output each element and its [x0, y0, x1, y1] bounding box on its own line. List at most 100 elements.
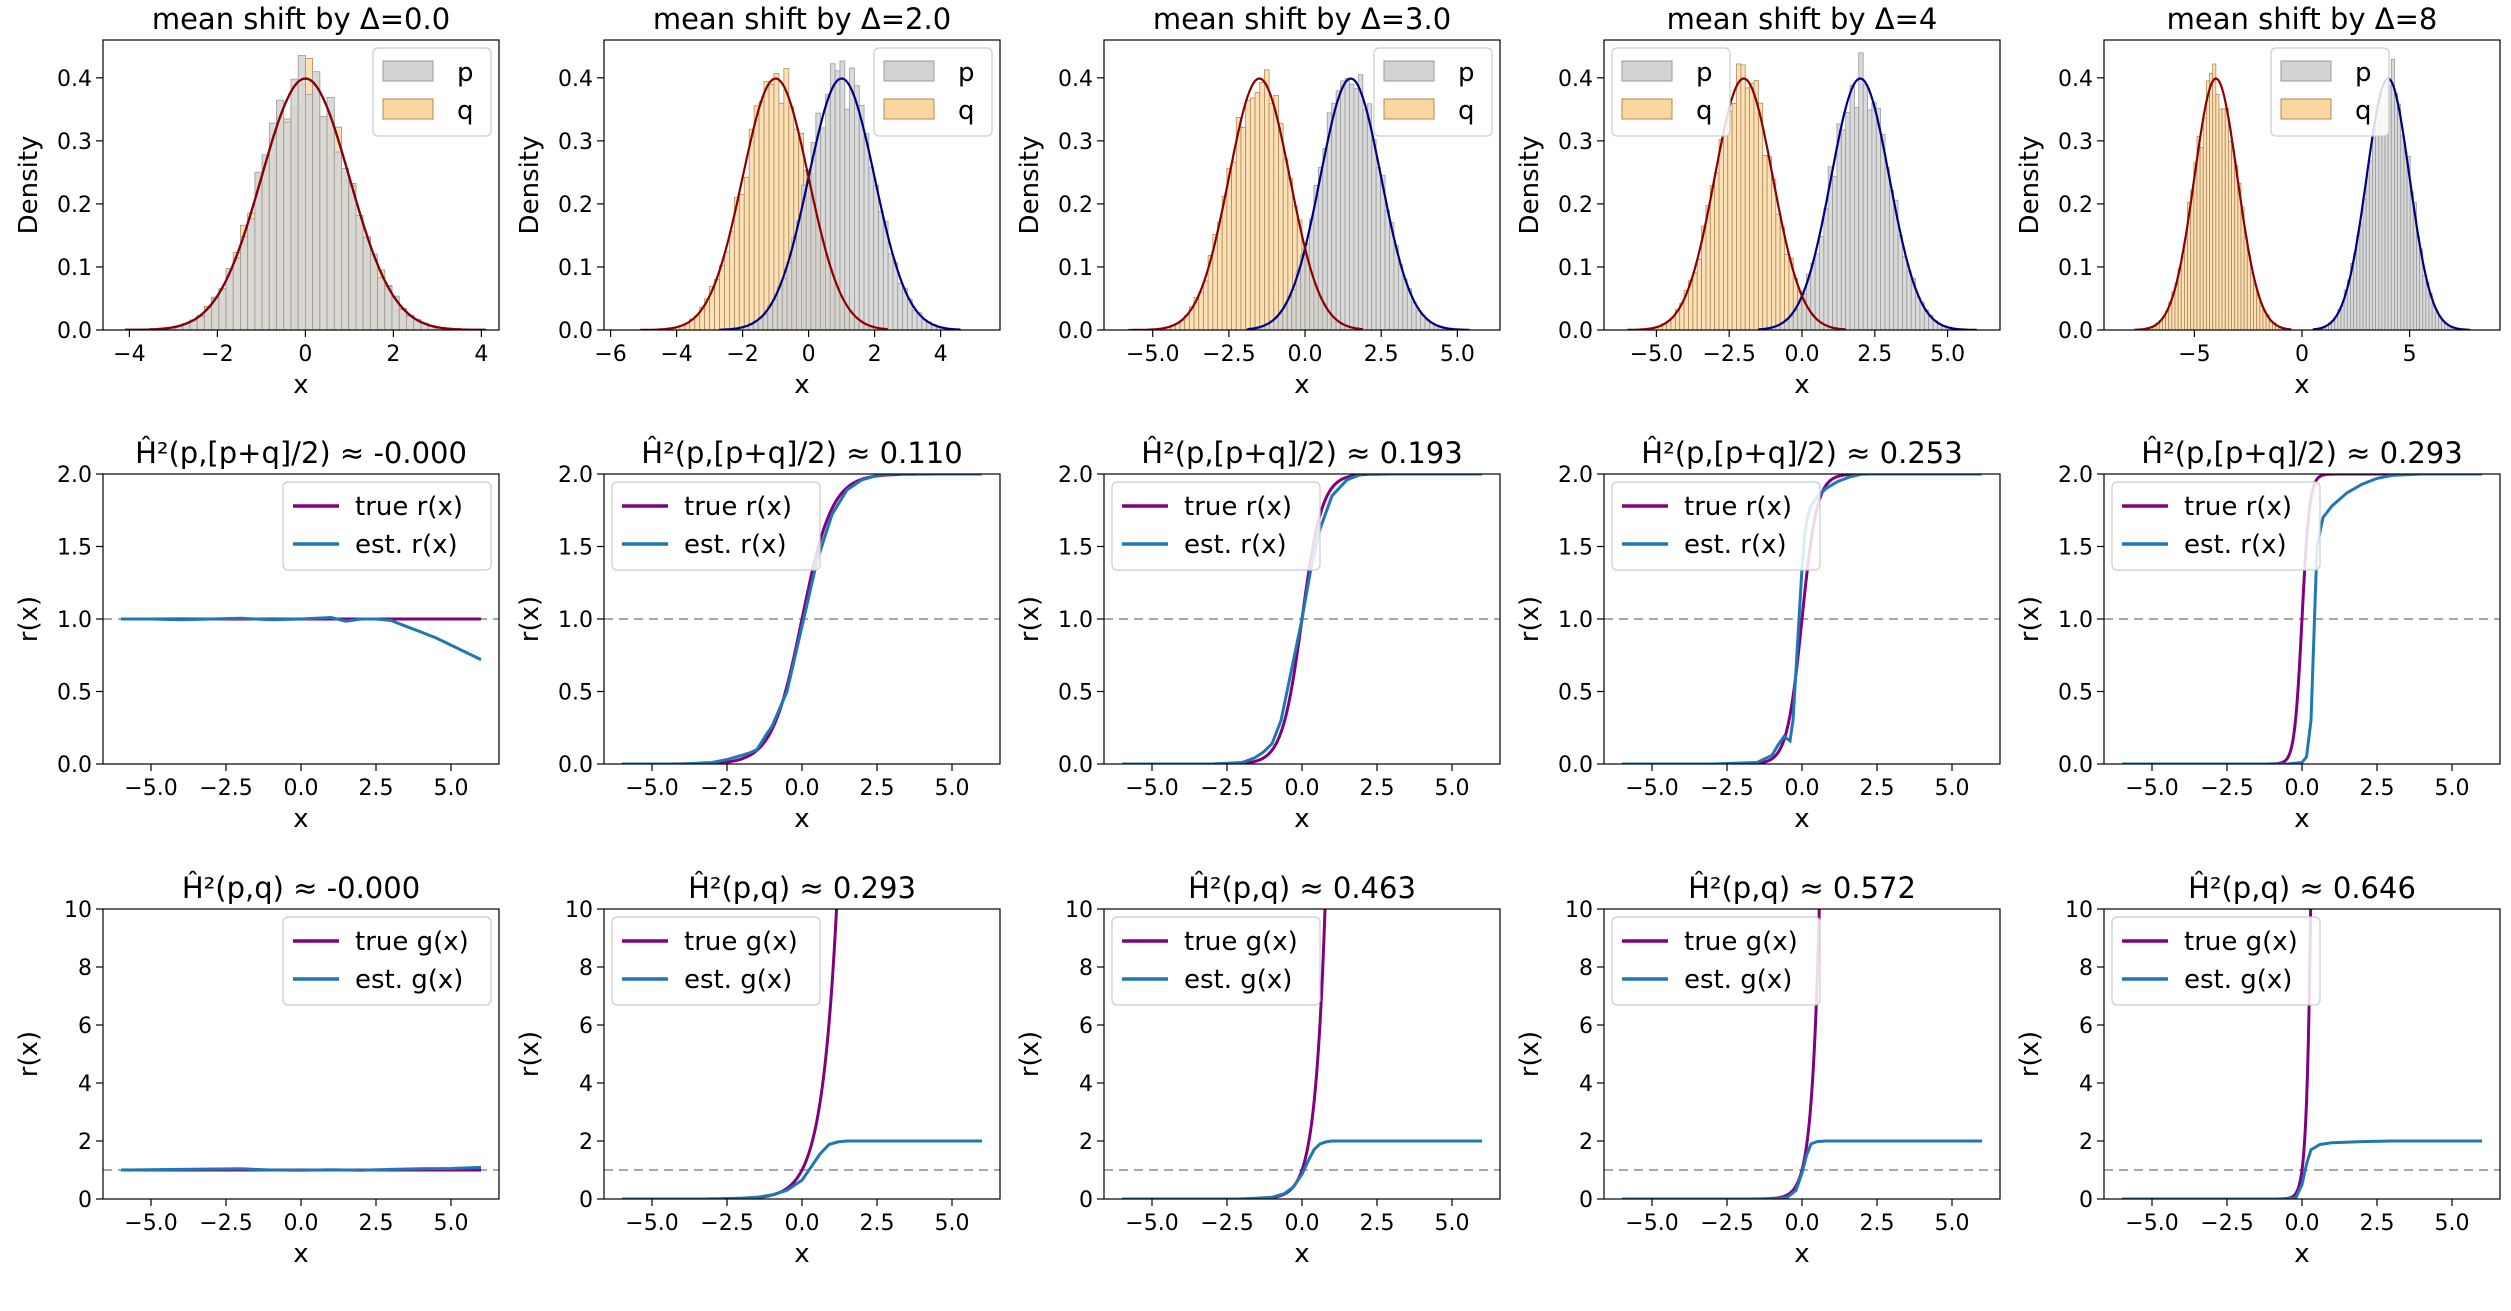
x-tick-label: 5.0: [2435, 1211, 2470, 1236]
y-tick-label: 1.5: [558, 536, 593, 561]
legend: true g(x) est. g(x): [1111, 916, 1321, 1006]
histogram-bar-p: [868, 166, 875, 330]
legend: true r(x) est. r(x): [1611, 481, 1821, 571]
estimated-curve: [2122, 474, 2482, 764]
x-tick-label: 2.5: [1360, 776, 1395, 801]
x-tick-label: 0.0: [1785, 1211, 1820, 1236]
x-axis-label: x: [794, 370, 809, 400]
subplot-2-2: −5.0 −2.5 0.0 2.5 5.0 0 2 4 6 8 10 Ĥ²(p,q) ≈ 0.463 x…: [1015, 871, 1501, 1269]
x-tick-label: 5.0: [1935, 776, 1970, 801]
x-tick-label: −2.5: [700, 1211, 753, 1236]
histogram-bar-q: [1268, 103, 1275, 330]
histogram-bar-p: [1880, 134, 1886, 330]
estimated-curve: [1122, 1139, 1482, 1199]
legend-label: est. r(x): [1684, 530, 1787, 560]
histogram-bar-p: [283, 121, 292, 330]
legend-box: [2111, 481, 2321, 571]
plot-area: [1604, 909, 2000, 1199]
histogram-bar-q: [714, 278, 720, 330]
x-tick-label: 5.0: [1435, 1211, 1470, 1236]
y-tick-label: 0.3: [1058, 130, 1093, 155]
y-tick-label: 0.5: [57, 681, 92, 706]
plot-area: [103, 615, 499, 661]
histogram-bar-q: [1779, 226, 1785, 330]
y-tick-label: 0.0: [1558, 319, 1593, 344]
x-axis-label: x: [1794, 370, 1809, 400]
histogram-bar-p: [858, 104, 865, 330]
x-tick-label: 2.5: [1857, 342, 1892, 367]
legend: pq: [1611, 47, 1731, 137]
estimated-curve: [121, 615, 482, 661]
axes-frame: [1103, 39, 1501, 331]
histogram-bar-p: [805, 168, 812, 330]
legend-swatch-p: [2280, 60, 2332, 82]
legend-box: [1111, 481, 1321, 571]
legend-swatch-p: [1621, 60, 1673, 82]
x-tick-label: 5: [2403, 342, 2417, 367]
y-tick-label: 0.0: [57, 753, 92, 778]
histogram-bar-p: [276, 99, 285, 330]
x-tick-label: −2.5: [700, 776, 753, 801]
subplot-title: Ĥ²(p,[p+q]/2) ≈ 0.193: [1141, 436, 1462, 470]
x-tick-label: 2: [386, 342, 400, 367]
histogram-bar-q: [2199, 147, 2204, 330]
histogram-bar-p: [1836, 123, 1842, 330]
histogram-bar-p: [1832, 175, 1838, 330]
y-tick-label: 1.5: [57, 536, 92, 561]
legend-label: est. r(x): [684, 530, 787, 560]
y-tick-label: 4: [1579, 1072, 1593, 1097]
histogram-bar-p: [2381, 108, 2386, 330]
histogram-bar-p: [290, 78, 299, 330]
histogram-bar-q: [733, 196, 740, 330]
y-tick-label: 4: [2079, 1072, 2093, 1097]
plot-area: [1104, 474, 1500, 764]
legend: true g(x) est. g(x): [2111, 916, 2321, 1006]
legend-label: est. r(x): [1184, 530, 1287, 560]
plot-area: [639, 60, 961, 330]
histogram-bar-q: [2227, 140, 2232, 330]
x-tick-label: 4: [934, 342, 948, 367]
histogram-bar-p: [377, 277, 386, 330]
histogram-bar-p: [1349, 83, 1355, 330]
x-tick-label: 5.0: [2435, 776, 2470, 801]
x-tick-label: 2.5: [860, 1211, 895, 1236]
kde-curve-q: [1627, 77, 1846, 330]
histogram-bar-p: [1277, 313, 1284, 330]
x-tick-label: −2.5: [2200, 776, 2253, 801]
x-axis-label: x: [1294, 370, 1309, 400]
y-axis-label: r(x): [1515, 1031, 1545, 1077]
legend-swatch-q: [883, 98, 935, 120]
legend-box: [611, 916, 821, 1006]
x-tick-label: −5.0: [2125, 1211, 2178, 1236]
histogram-bar-p: [762, 313, 769, 330]
kde-curve-q: [2134, 77, 2292, 330]
x-tick-label: −5.0: [1125, 776, 1178, 801]
x-tick-label: −5.0: [124, 776, 177, 801]
y-tick-label: 10: [565, 898, 593, 923]
y-tick-label: 0.5: [1558, 681, 1593, 706]
legend-label: p: [1458, 58, 1475, 88]
histogram-bar-p: [2400, 135, 2405, 330]
legend-label: true r(x): [1684, 492, 1792, 522]
x-tick-label: 0.0: [785, 776, 820, 801]
x-axis-label: x: [1794, 804, 1809, 834]
y-tick-label: 6: [2079, 1014, 2093, 1039]
histogram-bar-p: [1884, 167, 1890, 330]
histogram-bar-p: [218, 288, 227, 330]
legend: true g(x) est. g(x): [611, 916, 821, 1006]
legend-swatch-p: [883, 60, 935, 82]
x-tick-label: 2.5: [1860, 776, 1895, 801]
histogram-bar-p: [319, 115, 328, 330]
histogram-bar-p: [1282, 307, 1288, 330]
y-tick-label: 10: [1565, 898, 1593, 923]
y-tick-label: 4: [579, 1072, 593, 1097]
y-tick-label: 0.2: [57, 193, 92, 218]
histogram-bar-p: [1402, 278, 1408, 330]
y-axis-label: r(x): [14, 596, 44, 642]
histogram-bar-p: [312, 71, 321, 330]
histogram-bar-p: [1906, 270, 1912, 330]
y-tick-label: 4: [78, 1072, 92, 1097]
histogram-bar-p: [2394, 92, 2398, 330]
x-tick-label: −5.0: [625, 776, 678, 801]
histogram-bar-p: [2416, 236, 2420, 330]
